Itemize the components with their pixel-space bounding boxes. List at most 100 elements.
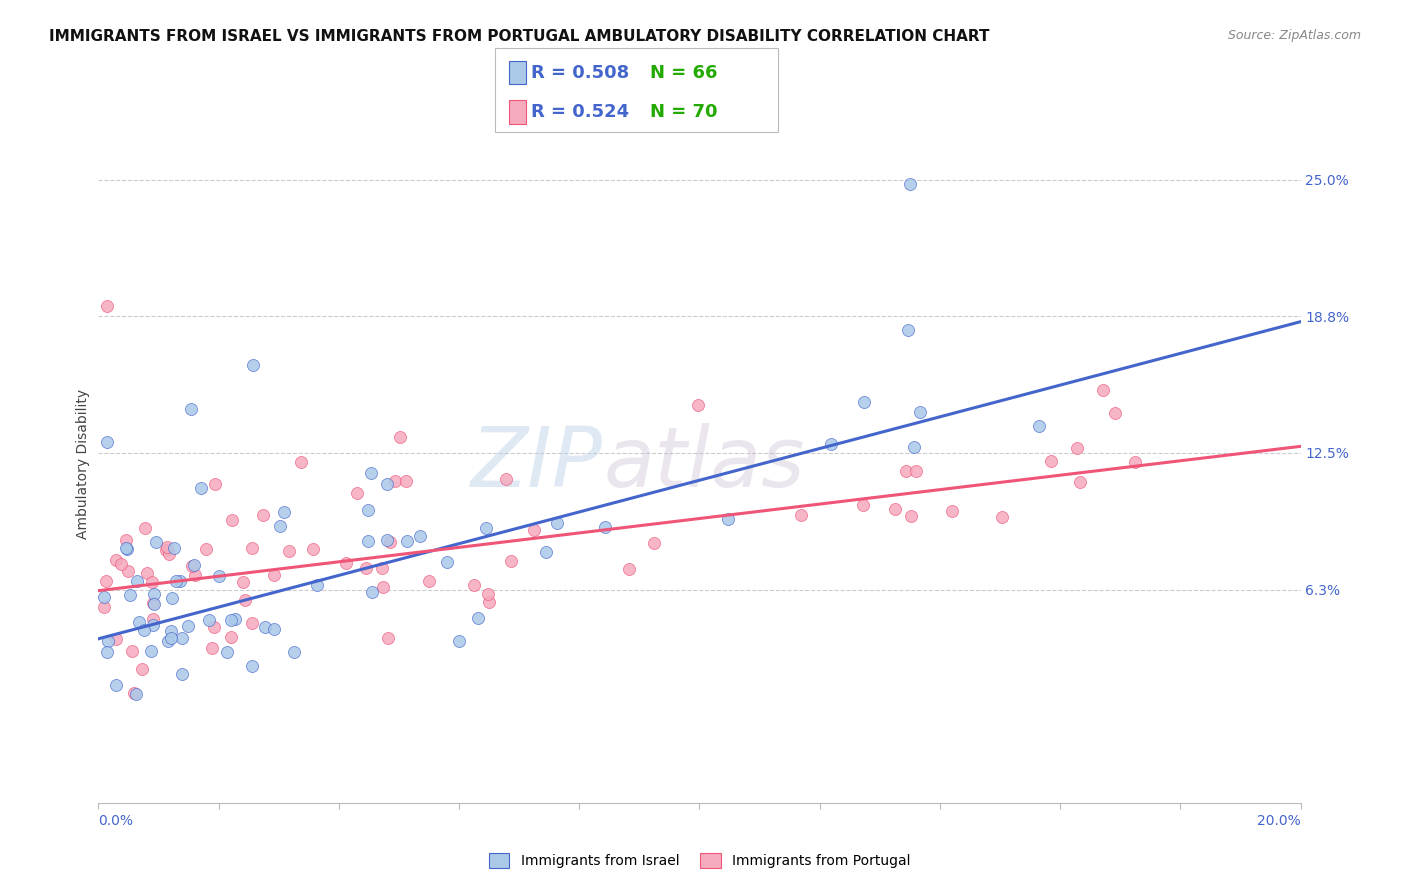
Point [593,519,616,533]
Point [93,599,115,614]
Point [475,521,498,535]
Point [897,323,920,337]
Point [384,474,406,488]
Point [853,395,876,409]
Point [534,545,557,559]
Point [160,632,183,646]
Point [884,501,907,516]
Point [157,547,180,561]
Point [356,534,378,549]
Point [197,613,219,627]
Point [110,557,132,571]
Point [93,590,115,604]
Text: N = 66: N = 66 [650,64,717,82]
Point [643,535,665,549]
Point [495,472,517,486]
Point [389,430,412,444]
Point [208,569,231,583]
Point [159,624,181,639]
Point [240,541,263,556]
Point [501,553,523,567]
Point [169,574,191,588]
Point [127,574,149,588]
Point [447,634,470,648]
Point [96,299,118,313]
Point [180,402,202,417]
Point [346,485,368,500]
Point [142,596,165,610]
Point [790,508,813,522]
Point [717,512,740,526]
Point [910,405,932,419]
Point [898,177,921,191]
Point [184,568,207,582]
Point [131,662,153,676]
Point [96,645,118,659]
Point [335,556,357,570]
Point [156,633,179,648]
Legend: Immigrants from Israel, Immigrants from Portugal: Immigrants from Israel, Immigrants from … [484,848,915,874]
Point [375,533,398,547]
Point [1069,475,1091,489]
Point [117,564,139,578]
Point [1104,406,1126,420]
Point [851,498,873,512]
Text: R = 0.508: R = 0.508 [531,64,630,82]
Point [170,631,193,645]
Text: R = 0.524: R = 0.524 [531,103,630,121]
Point [240,615,263,630]
Point [254,620,277,634]
Point [202,620,225,634]
Point [395,474,418,488]
Point [142,618,165,632]
Point [135,566,157,580]
Point [242,359,264,373]
Point [219,630,242,644]
Point [155,542,177,557]
Point [162,591,184,605]
Text: IMMIGRANTS FROM ISRAEL VS IMMIGRANTS FROM PORTUGAL AMBULATORY DISABILITY CORRELA: IMMIGRANTS FROM ISRAEL VS IMMIGRANTS FRO… [49,29,990,44]
Point [436,556,458,570]
Point [371,580,394,594]
Point [97,634,120,648]
Point [418,574,440,588]
Point [105,553,128,567]
Point [896,463,918,477]
Point [377,631,399,645]
Point [290,455,312,469]
Point [143,597,166,611]
Point [371,561,394,575]
Point [378,535,401,549]
Point [118,588,141,602]
Text: atlas: atlas [603,424,806,504]
Point [141,574,163,589]
Point [183,558,205,572]
Point [143,587,166,601]
Point [145,534,167,549]
Point [240,658,263,673]
Point [201,641,224,656]
Point [104,632,127,646]
Point [115,541,138,555]
Point [115,533,138,547]
Point [478,595,501,609]
Point [941,504,963,518]
Point [361,584,384,599]
Point [375,477,398,491]
Text: 20.0%: 20.0% [1257,814,1301,828]
Point [409,529,432,543]
Point [360,466,382,480]
Point [121,644,143,658]
Point [283,645,305,659]
Point [224,612,246,626]
Point [356,560,378,574]
Point [176,619,198,633]
Point [546,516,568,531]
Point [263,622,285,636]
Point [134,521,156,535]
Point [170,667,193,681]
Point [104,678,127,692]
Point [477,587,499,601]
Point [1066,442,1088,456]
Point [117,541,139,556]
